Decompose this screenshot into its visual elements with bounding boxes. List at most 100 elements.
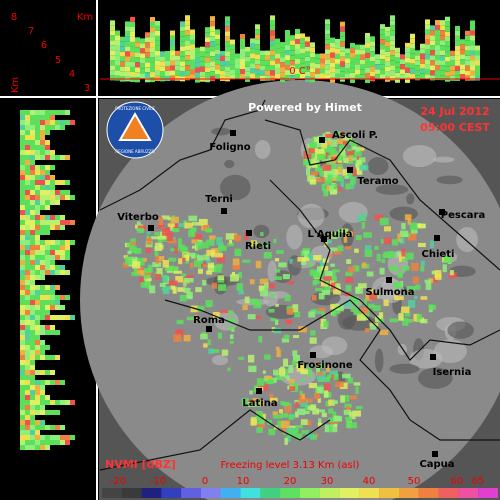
- echo-cell: [249, 279, 255, 285]
- echo-cell: [189, 262, 194, 269]
- profile-cell: [190, 74, 195, 80]
- profile-cell: [380, 69, 385, 75]
- profile-cell: [280, 42, 285, 48]
- echo-cell: [420, 260, 425, 267]
- profile-cell: [50, 330, 55, 335]
- profile-cell: [120, 46, 125, 52]
- profile-cell: [30, 410, 35, 415]
- echo-cell: [330, 172, 338, 181]
- profile-cell: [255, 39, 260, 45]
- echo-cell: [345, 246, 351, 250]
- echo-cell: [283, 369, 288, 377]
- profile-cell: [65, 220, 70, 225]
- profile-cell: [315, 63, 320, 69]
- profile-cell: [50, 285, 55, 290]
- profile-cell: [210, 56, 215, 62]
- profile-cell: [20, 190, 25, 195]
- city-marker: [386, 277, 392, 283]
- profile-cell: [55, 285, 60, 290]
- profile-cell: [30, 310, 35, 315]
- echo-cell: [317, 422, 323, 427]
- profile-cell: [160, 61, 165, 67]
- profile-cell: [310, 62, 315, 68]
- echo-cell: [407, 300, 416, 308]
- profile-cell: [50, 120, 55, 125]
- city-marker: [434, 235, 440, 241]
- echo-cell: [280, 420, 290, 429]
- profile-cell: [30, 115, 35, 120]
- colorbar-label: 40: [363, 476, 376, 487]
- profile-cell: [20, 345, 25, 350]
- profile-cell: [325, 29, 330, 35]
- profile-cell: [430, 70, 435, 76]
- profile-cell: [55, 295, 60, 300]
- profile-cell: [390, 70, 395, 76]
- profile-cell: [150, 72, 155, 78]
- profile-cell: [195, 57, 200, 63]
- profile-cell: [185, 30, 190, 36]
- profile-cell: [25, 270, 30, 275]
- echo-cell: [375, 315, 381, 322]
- echo-cell: [172, 286, 177, 294]
- echo-cell: [247, 401, 256, 407]
- echo-cell: [133, 267, 138, 275]
- profile-cell: [240, 49, 245, 55]
- profile-cell: [45, 355, 50, 360]
- echo-cell: [144, 268, 151, 273]
- colorbar-cell: [102, 488, 122, 498]
- profile-cell: [170, 45, 175, 51]
- profile-cell: [290, 35, 295, 41]
- echo-cell: [323, 276, 332, 281]
- profile-cell: [355, 59, 360, 65]
- profile-cell: [290, 45, 295, 51]
- profile-cell: [125, 71, 130, 77]
- echo-cell: [316, 371, 324, 376]
- echo-cell: [149, 285, 156, 294]
- echo-cell: [328, 417, 338, 423]
- profile-cell: [20, 195, 25, 200]
- profile-cell: [300, 73, 305, 79]
- profile-cell: [275, 53, 280, 59]
- echo-cell: [333, 423, 338, 427]
- echo-cell: [231, 271, 235, 276]
- profile-cell: [30, 335, 35, 340]
- profile-cell: [435, 35, 440, 41]
- echo-cell: [333, 373, 339, 381]
- profile-cell: [295, 38, 300, 44]
- profile-cell: [25, 300, 30, 305]
- profile-cell: [235, 68, 240, 74]
- echo-cell: [317, 397, 321, 403]
- city-marker: [246, 230, 252, 236]
- profile-cell: [300, 33, 305, 39]
- profile-cell: [260, 60, 265, 66]
- profile-cell: [340, 66, 345, 72]
- echo-cell: [448, 272, 457, 279]
- profile-cell: [185, 65, 190, 71]
- credit: Powered by Himet: [248, 101, 362, 114]
- profile-cell: [230, 44, 235, 50]
- profile-cell: [50, 150, 55, 155]
- profile-cell: [275, 68, 280, 74]
- profile-cell: [30, 305, 35, 310]
- echo-cell: [205, 300, 213, 307]
- profile-cell: [35, 200, 40, 205]
- echo-cell: [255, 315, 262, 320]
- profile-cell: [45, 315, 50, 320]
- echo-cell: [280, 413, 289, 418]
- profile-cell: [385, 61, 390, 67]
- echo-cell: [320, 266, 329, 271]
- echo-cell: [354, 248, 359, 253]
- profile-cell: [45, 410, 50, 415]
- echo-cell: [340, 179, 345, 188]
- profile-cell: [70, 120, 75, 125]
- profile-cell: [170, 55, 175, 61]
- profile-cell: [250, 38, 255, 44]
- echo-cell: [352, 265, 360, 272]
- echo-cell: [260, 232, 264, 236]
- echo-cell: [329, 185, 334, 192]
- profile-cell: [250, 73, 255, 79]
- echo-cell: [315, 287, 324, 292]
- echo-cell: [305, 366, 312, 370]
- profile-cell: [395, 52, 400, 58]
- echo-cell: [184, 254, 190, 261]
